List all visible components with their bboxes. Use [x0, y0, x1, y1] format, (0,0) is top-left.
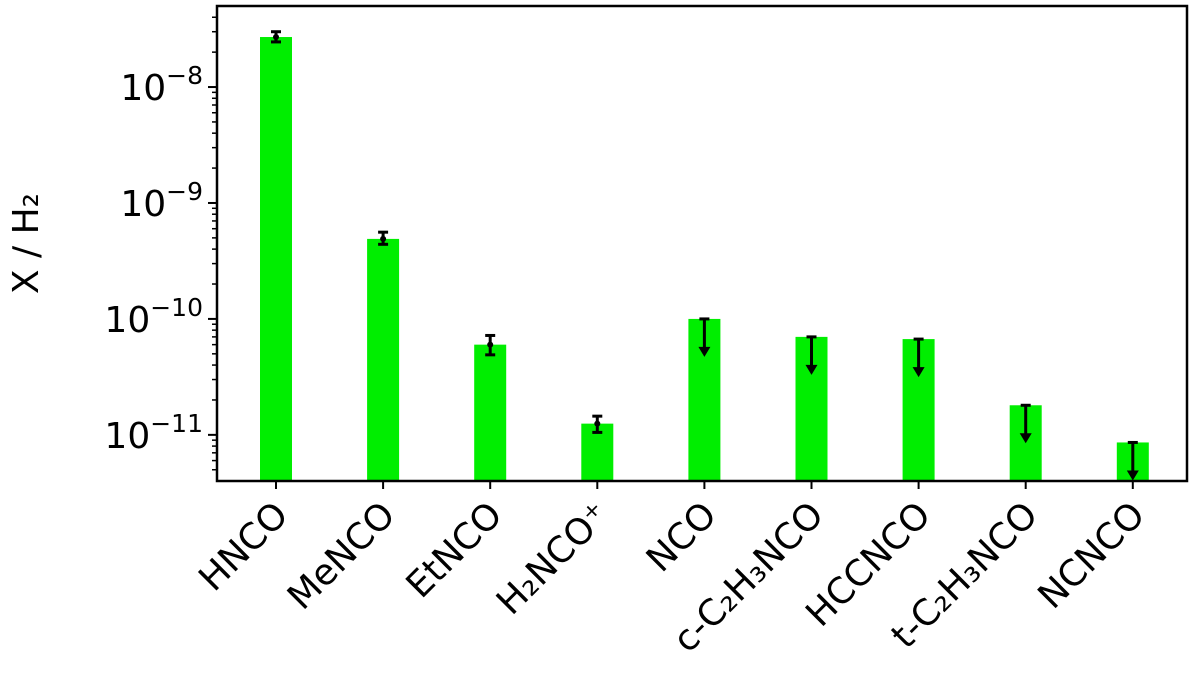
- x-tick-label-3: H₂NCO⁺: [489, 494, 618, 623]
- y-tick-label-3: 10−8: [120, 61, 203, 109]
- upper-limit-arrow-7: [1019, 433, 1032, 444]
- upper-limit-arrow-8: [1126, 470, 1139, 481]
- value-marker-3: [594, 420, 601, 427]
- y-tick-label-2: 10−9: [120, 177, 203, 225]
- value-marker-2: [487, 341, 494, 348]
- x-tick-label-8: NCNCO: [1031, 494, 1154, 617]
- y-tick-label-0: 10−11: [104, 409, 203, 457]
- bar-0: [260, 37, 292, 481]
- y-axis-label: X / H₂: [6, 193, 47, 294]
- chart-marks: [260, 30, 1149, 481]
- plot-frame: [215, 4, 1189, 483]
- bar-1: [367, 238, 400, 481]
- upper-limit-arrow-5: [805, 364, 818, 375]
- upper-limit-arrow-6: [912, 367, 925, 378]
- value-marker-0: [273, 34, 279, 41]
- x-tick-label-4: NCO: [639, 494, 725, 580]
- y-tick-label-1: 10−10: [104, 293, 203, 341]
- x-tick-label-0: HNCO: [191, 494, 296, 599]
- x-tick-label-1: MeNCO: [280, 494, 403, 617]
- upper-limit-arrow-4: [698, 346, 711, 357]
- bar-2: [474, 344, 507, 481]
- value-marker-1: [380, 235, 387, 242]
